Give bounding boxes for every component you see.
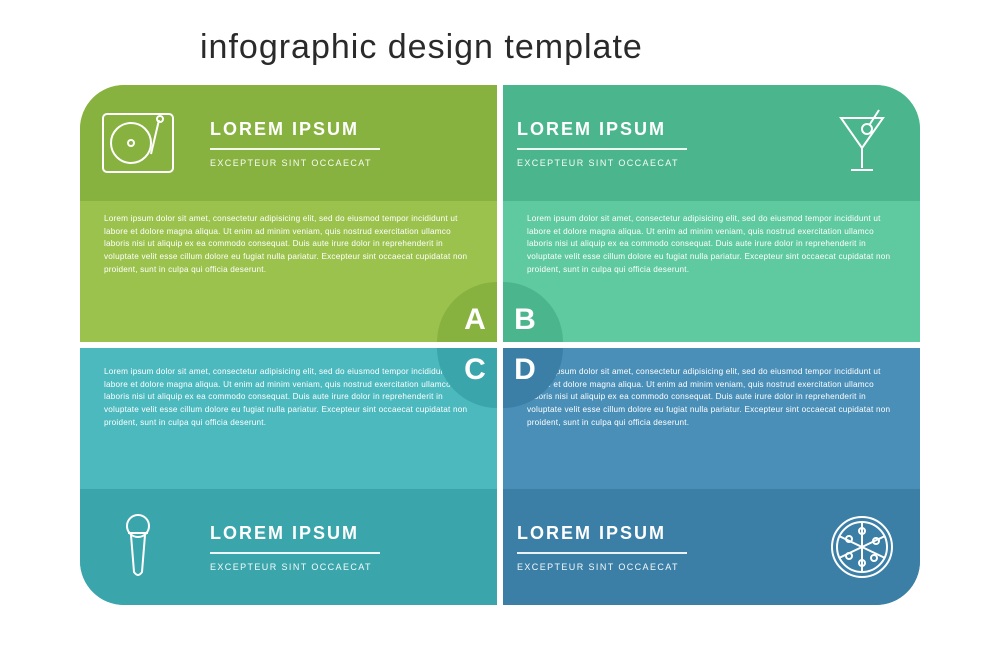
panel-d-body: Lorem ipsum dolor sit amet, consectetur … [527, 366, 896, 430]
panel-c: Lorem ipsum dolor sit amet, consectetur … [80, 348, 497, 605]
panel-c-subheading: EXCEPTEUR SINT OCCAECAT [210, 562, 483, 572]
panel-a-heading: LOREM IPSUM [210, 119, 483, 140]
panel-d-headings: LOREM IPSUM EXCEPTEUR SINT OCCAECAT [503, 523, 804, 572]
divider [517, 552, 687, 554]
panel-d-subheading: EXCEPTEUR SINT OCCAECAT [517, 562, 790, 572]
panel-d-band: LOREM IPSUM EXCEPTEUR SINT OCCAECAT [503, 489, 920, 605]
microphone-icon [80, 489, 196, 605]
letter-bubble-b: B [503, 282, 563, 342]
divider [210, 148, 380, 150]
panel-c-band: LOREM IPSUM EXCEPTEUR SINT OCCAECAT [80, 489, 497, 605]
page-title: infographic design template [200, 28, 920, 67]
letter-d: D [514, 353, 536, 387]
martini-icon [804, 85, 920, 201]
letter-a: A [464, 303, 486, 337]
panel-a-band: LOREM IPSUM EXCEPTEUR SINT OCCAECAT [80, 85, 497, 201]
panel-b-band: LOREM IPSUM EXCEPTEUR SINT OCCAECAT [503, 85, 920, 201]
page: infographic design template LOREM IPSUM [0, 0, 1000, 667]
panel-b-body: Lorem ipsum dolor sit amet, consectetur … [527, 213, 896, 277]
letter-bubble-a: A [437, 282, 497, 342]
panel-c-headings: LOREM IPSUM EXCEPTEUR SINT OCCAECAT [196, 523, 497, 572]
panel-d: Lorem ipsum dolor sit amet, consectetur … [503, 348, 920, 605]
panel-b-subheading: EXCEPTEUR SINT OCCAECAT [517, 158, 790, 168]
divider [517, 148, 687, 150]
panel-grid: LOREM IPSUM EXCEPTEUR SINT OCCAECAT Lore… [80, 85, 920, 605]
panel-b-heading: LOREM IPSUM [517, 119, 790, 140]
letter-c: C [464, 353, 486, 387]
letter-b: B [514, 303, 536, 337]
turntable-icon [80, 85, 196, 201]
panel-b-headings: LOREM IPSUM EXCEPTEUR SINT OCCAECAT [503, 119, 804, 168]
panel-b: LOREM IPSUM EXCEPTEUR SINT OCCAECAT Lore… [503, 85, 920, 342]
panel-c-body: Lorem ipsum dolor sit amet, consectetur … [104, 366, 473, 430]
panel-a-subheading: EXCEPTEUR SINT OCCAECAT [210, 158, 483, 168]
panel-c-heading: LOREM IPSUM [210, 523, 483, 544]
panel-a-body: Lorem ipsum dolor sit amet, consectetur … [104, 213, 473, 277]
pizza-icon [804, 489, 920, 605]
panel-d-heading: LOREM IPSUM [517, 523, 790, 544]
panel-a-headings: LOREM IPSUM EXCEPTEUR SINT OCCAECAT [196, 119, 497, 168]
divider [210, 552, 380, 554]
panel-a: LOREM IPSUM EXCEPTEUR SINT OCCAECAT Lore… [80, 85, 497, 342]
